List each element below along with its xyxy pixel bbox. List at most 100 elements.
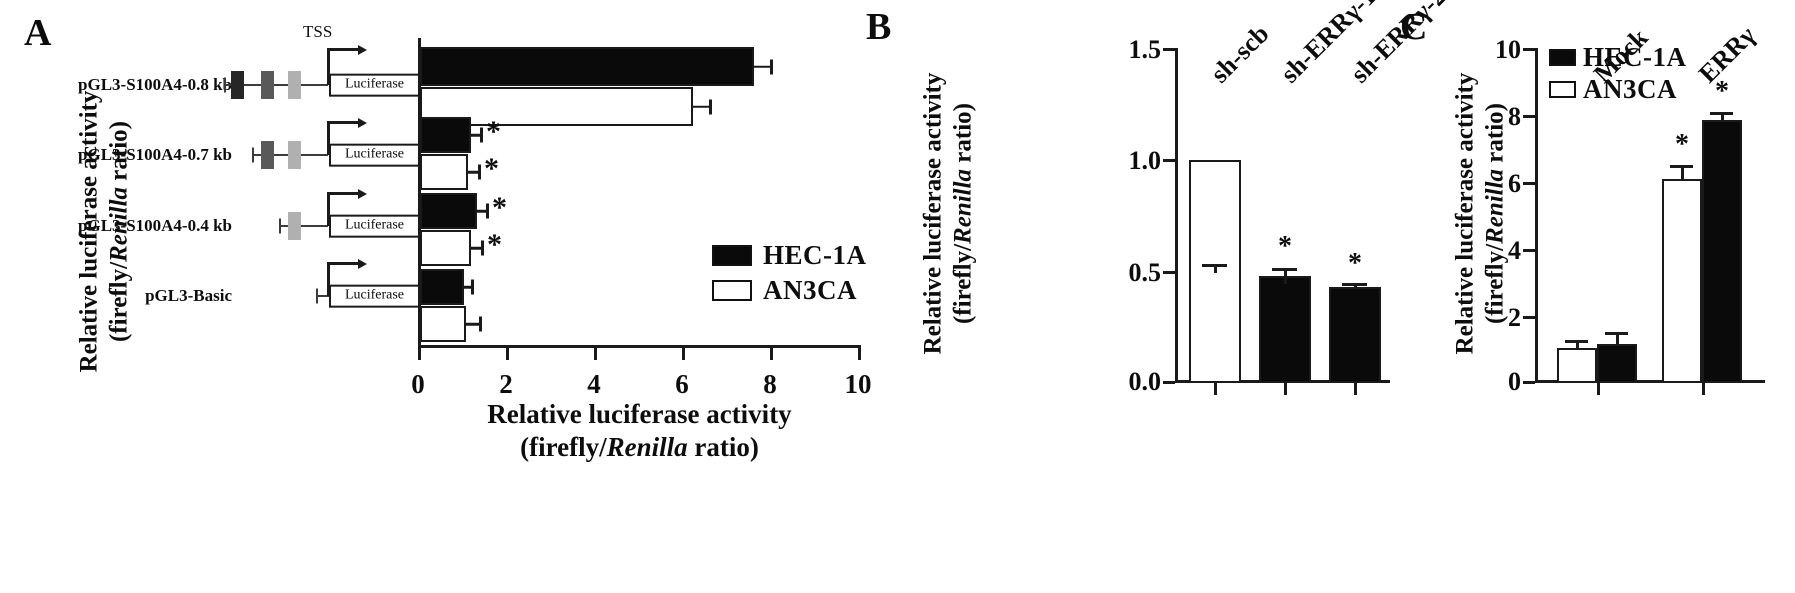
- error-bar-cap: [770, 59, 773, 74]
- luciferase-box-3: Luciferase: [329, 284, 420, 308]
- bar-hec1a-mock: [1597, 344, 1637, 383]
- regulatory-site-mid: [261, 71, 274, 99]
- error-bar-line: [1214, 264, 1217, 273]
- x-tick-label: 8: [763, 369, 777, 399]
- panel-b-ylabel-text: Relative luciferase activity (firefly/Re…: [919, 49, 978, 379]
- bar-sh-errg-1: [1259, 276, 1311, 383]
- error-bar-line: [1616, 332, 1619, 344]
- error-bar-cap: [1710, 112, 1733, 115]
- luciferase-box-2: Luciferase: [329, 214, 420, 238]
- legend-swatch-open: [712, 280, 752, 301]
- bar-sh-errg-2: [1329, 287, 1381, 383]
- error-bar-cap: [486, 203, 489, 219]
- construct-diagram: TSS pGL3-S100A4-0.8 kb Luciferase pGL3-S…: [0, 0, 430, 380]
- x-tick: [418, 348, 421, 360]
- axis-title-post: ratio): [687, 431, 759, 462]
- regulatory-site-light: [288, 141, 301, 169]
- x-tick-label: 4: [587, 369, 601, 399]
- construct-label-2: pGL3-S100A4-0.4 kb: [78, 216, 232, 235]
- regulatory-site-light: [288, 212, 301, 240]
- bar-hec1a-errg: [1702, 120, 1742, 383]
- ylabel-line1: Relative luciferase activity: [75, 90, 103, 373]
- bar-an3ca-errg: [1662, 179, 1702, 383]
- x-tick-label: 0: [411, 369, 425, 399]
- x-tick-label: 2: [499, 369, 513, 399]
- regulatory-site-mid: [261, 141, 274, 169]
- y-axis-line: [1175, 48, 1178, 383]
- luciferase-box-1: Luciferase: [329, 143, 420, 167]
- error-bar-cap: [1670, 165, 1693, 168]
- significance-star: *: [487, 228, 502, 261]
- x-tick: [1354, 383, 1357, 395]
- axis-title-line1: Relative luciferase activity: [487, 399, 792, 429]
- panel-c-legend: HEC-1A AN3CA: [1549, 42, 1687, 106]
- legend-swatch-filled: [712, 245, 752, 266]
- legend-item-an3ca: AN3CA: [712, 275, 867, 306]
- y-tick: [1523, 48, 1535, 51]
- significance-star: *: [1348, 248, 1362, 279]
- y-axis-line: [1535, 48, 1538, 383]
- y-tick-label: 2: [1508, 303, 1521, 332]
- y-axis-line: [418, 38, 421, 348]
- y-tick-label: 0.5: [1128, 258, 1162, 287]
- bar-an3ca-mock: [1557, 348, 1597, 383]
- bar-hec1a-0.7kb: [420, 117, 471, 153]
- axis-title-pre: (firefly/: [520, 431, 607, 462]
- y-tick: [1163, 159, 1175, 162]
- legend-label-an3ca: AN3CA: [763, 275, 857, 305]
- y-tick-label: 4: [1508, 236, 1521, 265]
- tss-arrow-icon: [327, 188, 367, 226]
- tss-arrow-icon: [327, 44, 367, 85]
- error-bar-line: [462, 285, 473, 289]
- bar-an3ca-0.4kb: [420, 230, 471, 266]
- error-bar-line: [466, 170, 480, 174]
- y-tick: [1163, 48, 1175, 51]
- axis-title-line2: (firefly/Renilla ratio): [418, 431, 861, 464]
- y-tick-label: 0: [1508, 367, 1521, 396]
- legend-label-hec1a: HEC-1A: [763, 240, 867, 270]
- bar-hec1a-basic: [420, 269, 464, 305]
- panel-b-chart: 1.5 1.0 0.5 0.0 * * sh-scb sh-ERRγ-1 sh-…: [1129, 0, 1452, 396]
- ylabel-renilla: Renilla: [949, 168, 976, 244]
- x-tick: [1214, 383, 1217, 395]
- x-tick: [1702, 383, 1705, 395]
- panel-a-axis-title: Relative luciferase activity (firefly/Re…: [418, 398, 861, 464]
- error-bar-line: [1354, 283, 1357, 288]
- error-bar-line: [1576, 340, 1579, 348]
- x-axis-line: [418, 345, 861, 348]
- legend-item-hec1a: HEC-1A: [712, 240, 867, 271]
- error-bar-line: [693, 105, 710, 108]
- y-tick: [1523, 249, 1535, 252]
- y-tick-label: 8: [1508, 102, 1521, 131]
- construct-backbone: [279, 225, 328, 227]
- ylabel-line2: (firefly/Renilla ratio): [104, 67, 134, 397]
- error-bar-cap: [1202, 264, 1227, 267]
- significance-star: *: [492, 191, 507, 224]
- bar-hec1a-0.8kb: [420, 47, 754, 86]
- legend-item-hec1a: HEC-1A: [1549, 42, 1687, 73]
- construct-label-3: pGL3-Basic: [145, 286, 232, 305]
- bar-an3ca-0.7kb: [420, 154, 468, 190]
- y-tick-label: 10: [1495, 35, 1521, 64]
- bar-an3ca-basic: [420, 306, 466, 342]
- error-bar-cap: [1272, 268, 1297, 271]
- error-bar-cap: [479, 316, 482, 332]
- error-bar-cap: [1565, 340, 1588, 343]
- regulatory-site-light: [288, 71, 301, 99]
- x-tick: [682, 348, 685, 360]
- panel-c-chart: 10 8 6 4 2 0 * * Mock ERRγ HEC-1A: [1495, 21, 1765, 396]
- y-tick: [1523, 381, 1535, 384]
- x-category-sh-scb: sh-scb: [1205, 18, 1275, 89]
- ylabel-post: ratio): [949, 102, 976, 169]
- x-axis-line: [1535, 380, 1765, 383]
- error-bar-line: [475, 209, 488, 213]
- error-bar-line: [469, 133, 482, 137]
- error-bar-line: [1284, 268, 1287, 284]
- legend-label-hec1a: HEC-1A: [1583, 42, 1687, 72]
- legend-swatch-open: [1549, 81, 1576, 98]
- ylabel-line2: (firefly/Renilla ratio): [1480, 49, 1510, 379]
- y-tick: [1523, 316, 1535, 319]
- ylabel-line1: Relative luciferase activity: [1451, 72, 1479, 355]
- ylabel-post: ratio): [1481, 102, 1508, 169]
- x-tick-label: 10: [844, 369, 872, 399]
